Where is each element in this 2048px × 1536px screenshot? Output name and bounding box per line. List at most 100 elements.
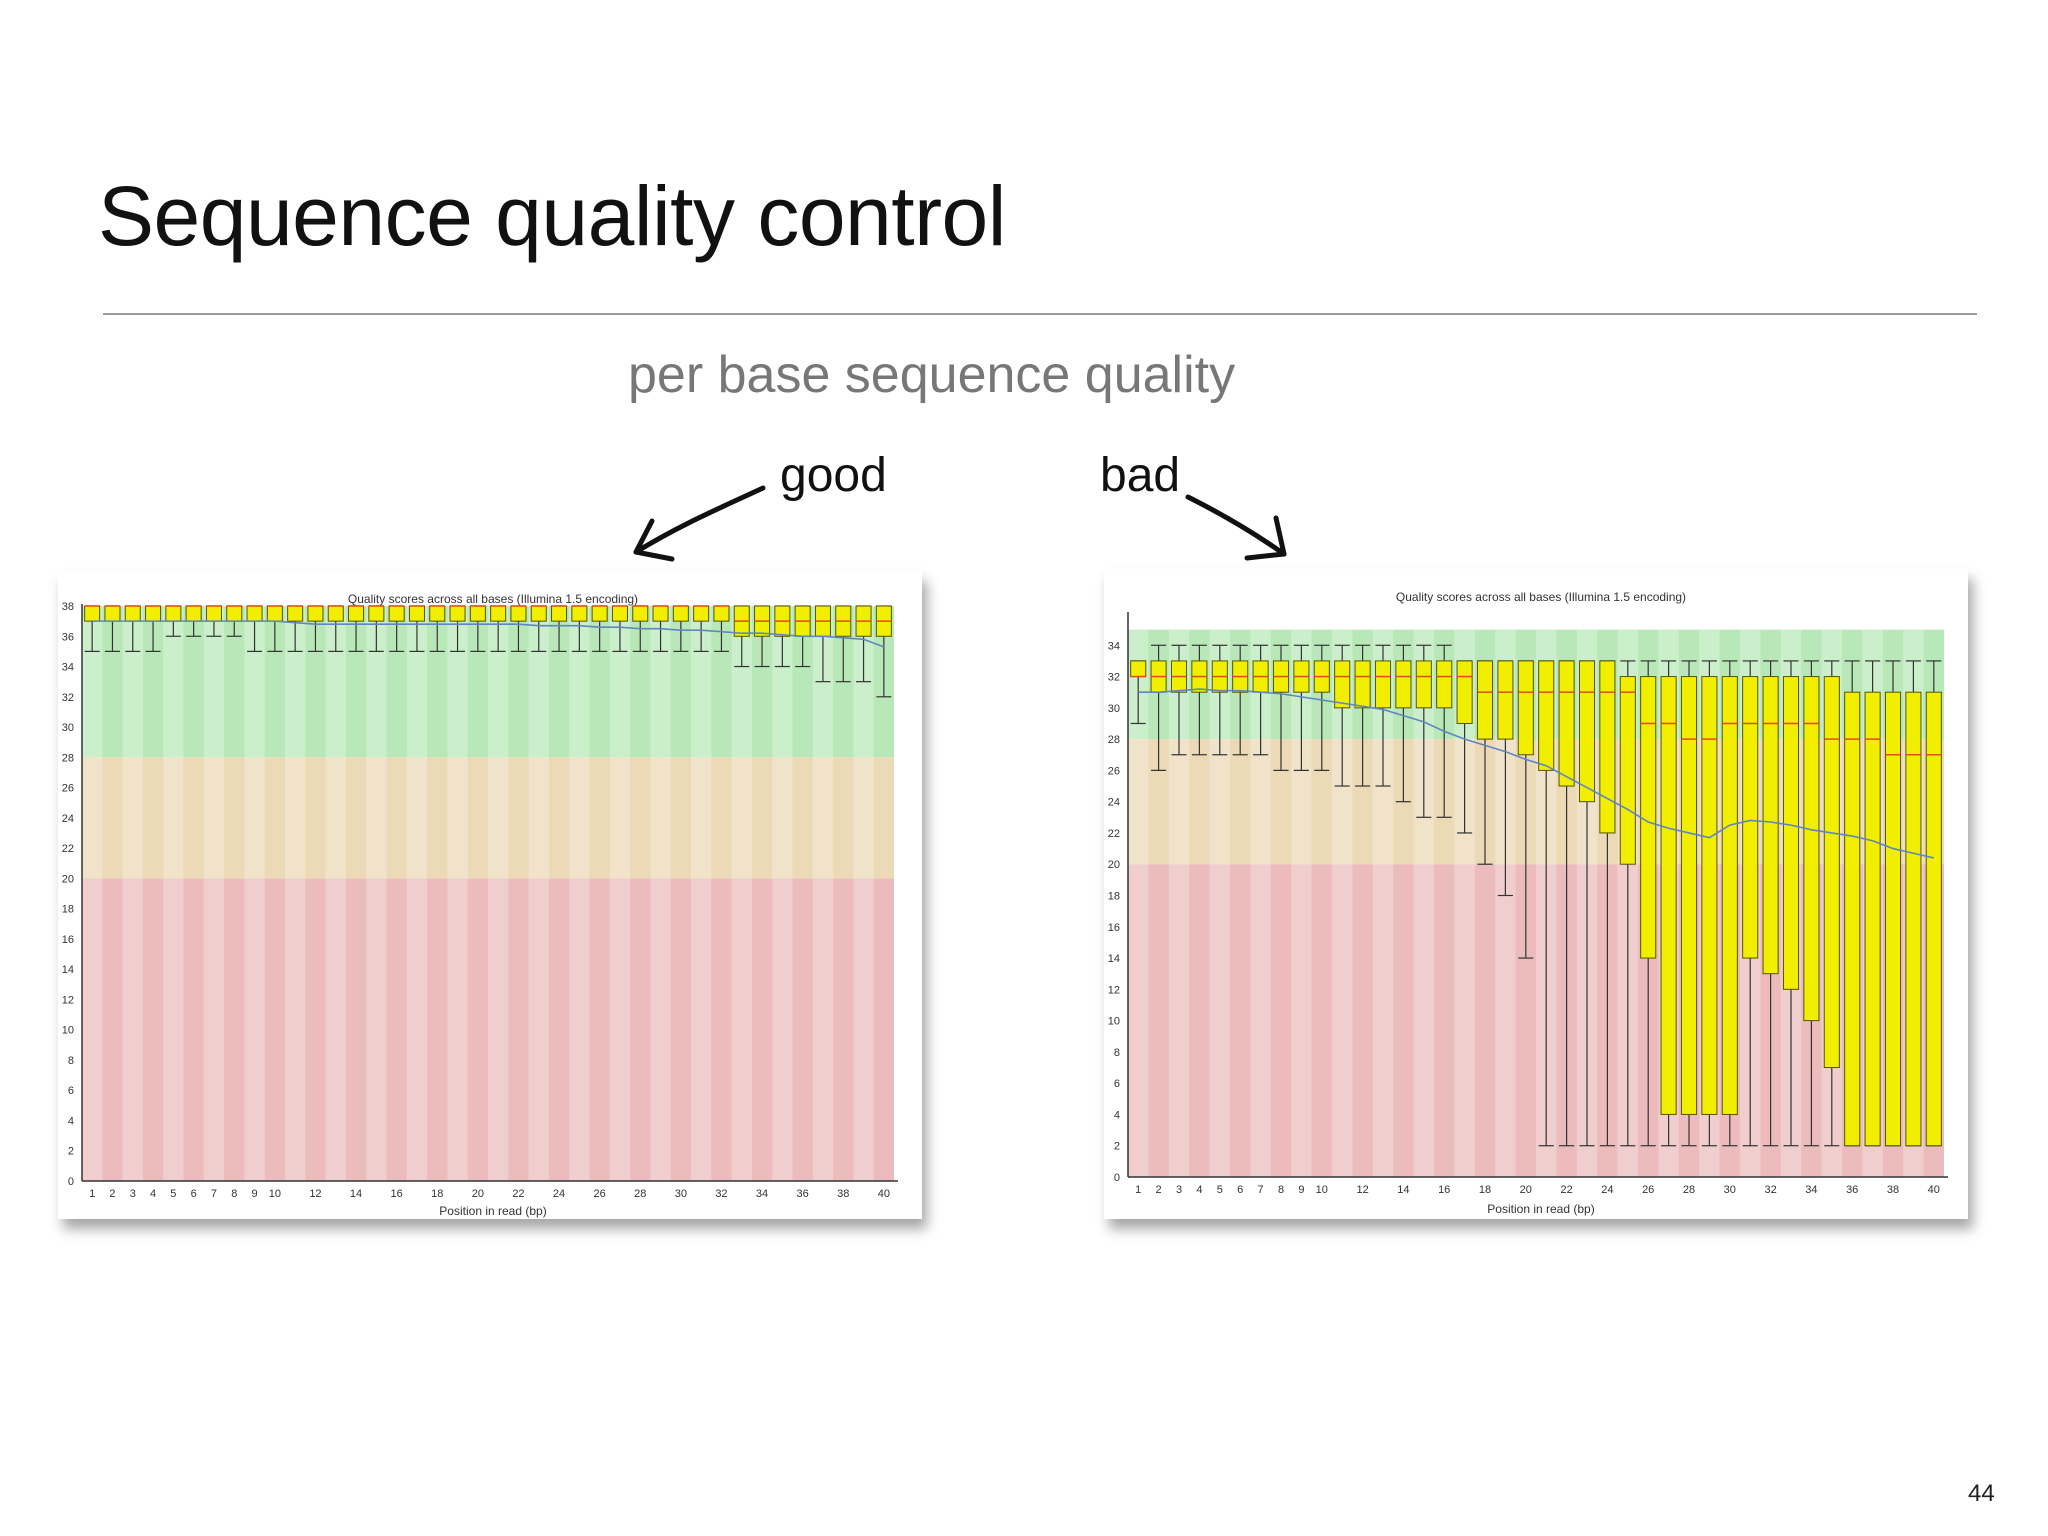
- box-position-16: [388, 605, 405, 652]
- stripe: [650, 606, 671, 1181]
- quartile-box: [1803, 676, 1820, 1022]
- box-position-30: [672, 605, 689, 652]
- x-tick-label: 18: [1479, 1184, 1491, 1196]
- x-tick-label: 26: [1642, 1184, 1654, 1196]
- box-position-20: [469, 605, 486, 652]
- quartile-box: [713, 605, 730, 622]
- chart-title: Quality scores across all bases (Illumin…: [348, 592, 638, 606]
- quartile-box: [490, 605, 507, 622]
- quartile-box: [1456, 660, 1473, 724]
- box-position-33: [1782, 660, 1800, 1147]
- mean-line: [1138, 688, 1934, 859]
- quartile-box: [1538, 660, 1555, 771]
- stripe: [163, 606, 184, 1181]
- y-tick-label: 26: [62, 783, 74, 795]
- x-tick-label: 6: [191, 1188, 197, 1200]
- x-tick-label: 10: [1316, 1184, 1328, 1196]
- x-tick-label: 22: [512, 1188, 524, 1200]
- quality-zones: [82, 606, 894, 1181]
- stripe: [609, 606, 631, 1181]
- box-position-15: [1415, 644, 1432, 818]
- stripe: [488, 606, 509, 1181]
- x-tick-label: 28: [1683, 1184, 1695, 1196]
- quartile-box: [1823, 676, 1840, 1069]
- box-position-26: [591, 605, 608, 652]
- box-position-3: [124, 605, 141, 652]
- quartile-box: [1721, 676, 1738, 1115]
- box-position-7: [1252, 644, 1269, 756]
- quartile-box: [1619, 676, 1636, 865]
- y-tick-label: 32: [1108, 672, 1120, 684]
- box-position-10: [1313, 644, 1330, 771]
- box-position-37: [1864, 660, 1881, 1147]
- box-position-1: [84, 605, 101, 652]
- box-position-8: [1272, 644, 1290, 771]
- stripe: [1495, 629, 1516, 1177]
- x-tick-label: 26: [594, 1188, 606, 1200]
- column-stripes: [82, 606, 874, 1181]
- y-tick-label: 6: [1114, 1078, 1120, 1090]
- x-tick-label: 2: [109, 1188, 115, 1200]
- stripe: [1168, 629, 1190, 1177]
- x-tick-label: 2: [1156, 1184, 1162, 1196]
- quartile-box: [571, 605, 588, 622]
- y-tick-label: 28: [1108, 734, 1120, 746]
- box-position-38: [835, 605, 852, 683]
- x-tick-label: 22: [1560, 1184, 1572, 1196]
- x-axis-label: Position in read (bp): [1487, 1202, 1594, 1216]
- quartile-box: [145, 605, 162, 622]
- box-position-12: [1354, 644, 1371, 787]
- y-tick-label: 0: [1114, 1172, 1120, 1184]
- quartile-box: [449, 605, 466, 622]
- y-tick-label: 8: [68, 1055, 74, 1067]
- quartile-box: [1844, 691, 1861, 1147]
- y-tick-label: 4: [68, 1115, 74, 1127]
- y-tick-label: 20: [1108, 859, 1120, 871]
- good-quality-chart-svg: Quality scores across all bases (Illumin…: [62, 592, 898, 1218]
- stripe: [1128, 629, 1149, 1177]
- quartile-box: [1436, 660, 1453, 709]
- box-position-3: [1170, 644, 1188, 756]
- stripe: [569, 606, 590, 1181]
- y-tick-label: 38: [62, 601, 74, 613]
- quartile-box: [1884, 691, 1902, 1147]
- box-position-16: [1436, 644, 1453, 818]
- x-tick-label: 30: [675, 1188, 687, 1200]
- box-position-23: [530, 605, 547, 652]
- x-tick-label: 1: [89, 1188, 95, 1200]
- y-tick-label: 2: [68, 1146, 74, 1158]
- box-position-30: [1721, 660, 1738, 1147]
- y-tick-label: 32: [62, 692, 74, 704]
- quartile-box: [510, 605, 527, 622]
- quartile-box: [652, 605, 669, 622]
- box-position-6: [1232, 644, 1249, 756]
- box-position-5: [1211, 644, 1228, 756]
- box-position-32: [713, 605, 730, 652]
- stripe: [853, 606, 874, 1181]
- stripe: [285, 606, 306, 1181]
- box-position-23: [1578, 660, 1596, 1147]
- quartile-box: [1599, 660, 1616, 834]
- x-tick-label: 9: [1298, 1184, 1304, 1196]
- box-position-34: [1803, 660, 1820, 1147]
- y-tick-label: 24: [62, 813, 74, 825]
- box-position-36: [794, 605, 811, 668]
- box-position-14: [1395, 644, 1412, 803]
- x-tick-label: 36: [797, 1188, 809, 1200]
- y-tick-label: 30: [62, 722, 74, 734]
- quartile-box: [104, 605, 121, 622]
- stripe: [1332, 629, 1353, 1177]
- box-position-19: [1497, 660, 1514, 897]
- stripe: [447, 606, 468, 1181]
- mean-line: [92, 620, 885, 648]
- box-position-4: [145, 605, 162, 652]
- box-position-4: [1191, 644, 1208, 756]
- x-tick-label: 6: [1237, 1184, 1243, 1196]
- x-tick-label: 40: [1928, 1184, 1940, 1196]
- x-tick-label: 3: [1176, 1184, 1182, 1196]
- quartile-box: [1374, 660, 1392, 709]
- stripe: [691, 606, 712, 1181]
- y-tick-label: 18: [1108, 891, 1120, 903]
- box-position-28: [1680, 660, 1698, 1147]
- quartile-box: [1640, 676, 1657, 959]
